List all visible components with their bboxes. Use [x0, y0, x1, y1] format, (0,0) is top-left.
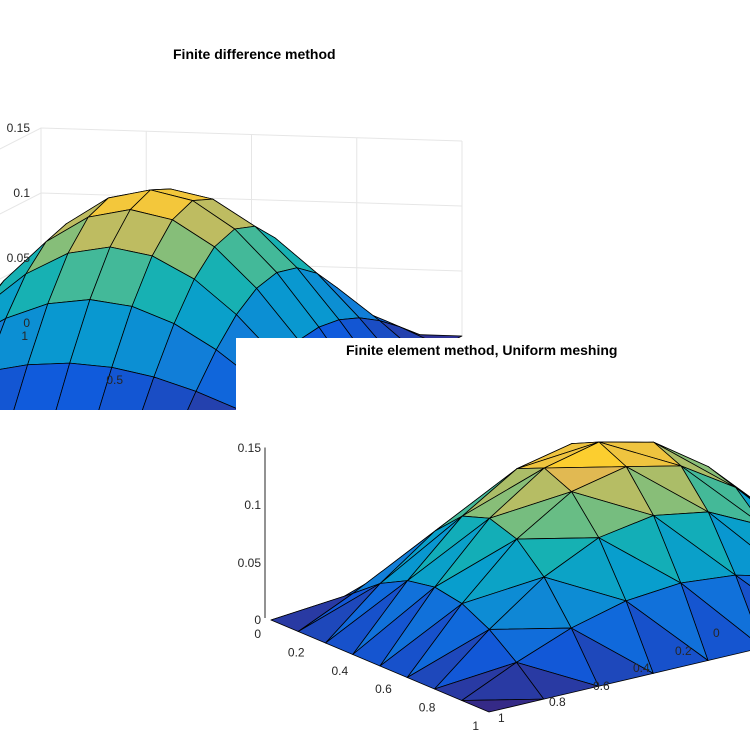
y-tick-label: 0.8: [419, 701, 436, 715]
surface-patch: [91, 366, 155, 410]
x-tick-label: 0.8: [549, 695, 566, 709]
x-tick-label: 0.6: [593, 679, 610, 693]
surface-patch: [7, 362, 71, 410]
y-tick-label: 0: [210, 415, 217, 429]
z-tick-label: 0: [23, 316, 30, 330]
y-tick-label: 0: [254, 627, 261, 641]
surface-patch: [133, 376, 197, 410]
surface-patch: [0, 364, 29, 410]
x-tick-label: 0.2: [675, 644, 692, 658]
fd-plot-title: Finite difference method: [173, 46, 336, 62]
z-tick-label: 0.15: [238, 441, 262, 455]
z-tick-label: 0.1: [244, 498, 261, 512]
x-tick-label: 0.4: [633, 661, 650, 675]
grid-line: [0, 127, 463, 232]
z-tick-label: 0.05: [238, 556, 262, 570]
z-tick-label: 0: [254, 613, 261, 627]
y-tick-label: 0.6: [375, 682, 392, 696]
fe-plot-title: Finite element method, Uniform meshing: [346, 342, 618, 358]
y-tick-label: 1: [472, 719, 479, 733]
y-tick-label: 0.5: [106, 373, 123, 387]
x-tick-label: 1: [498, 711, 505, 725]
surface-patch: [49, 362, 113, 410]
fe-axes: 0 0.05 0.1 0.15 0 0.2 0.4 0.6 0.8 1 1 0.8 0.6 0.4 0.2 0: [238, 441, 750, 733]
z-tick-label: 0.1: [13, 186, 30, 200]
grid-line: [0, 192, 463, 297]
mesh-triangle: [461, 698, 545, 713]
y-tick-label: 1: [21, 329, 28, 343]
z-tick-label: 0.15: [7, 121, 31, 135]
x-tick-label: 0: [713, 626, 720, 640]
y-tick-label: 0.4: [332, 664, 349, 678]
surface-patch: [175, 390, 239, 410]
y-tick-label: 0.2: [288, 645, 305, 659]
z-tick-label: 0.05: [7, 251, 31, 265]
